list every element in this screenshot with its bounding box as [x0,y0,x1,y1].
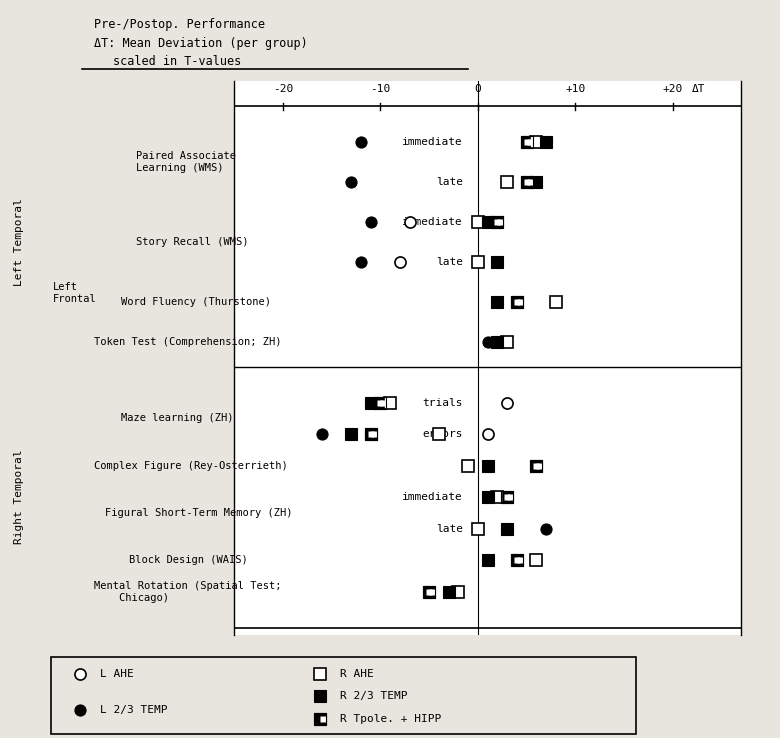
Text: Left Temporal: Left Temporal [15,198,24,286]
Text: -20: -20 [273,83,292,94]
Text: Complex Figure (Rey-Osterrieth): Complex Figure (Rey-Osterrieth) [94,461,287,471]
Text: R AHE: R AHE [340,669,374,679]
Text: late: late [436,524,463,534]
Text: Pre-/Postop. Performance: Pre-/Postop. Performance [94,18,264,32]
Text: L AHE: L AHE [101,669,134,679]
Text: Right Temporal: Right Temporal [15,450,24,545]
Text: immediate: immediate [402,217,463,227]
Text: Maze learning (ZH): Maze learning (ZH) [121,413,233,424]
Text: Token Test (Comprehension; ZH): Token Test (Comprehension; ZH) [94,337,281,347]
Text: R 2/3 TEMP: R 2/3 TEMP [340,691,408,700]
Text: scaled in T-values: scaled in T-values [113,55,241,69]
Text: L 2/3 TEMP: L 2/3 TEMP [101,705,168,714]
Text: trials: trials [423,398,463,407]
Text: late: late [436,177,463,187]
Text: Block Design (WAIS): Block Design (WAIS) [129,555,247,565]
Text: +10: +10 [566,83,585,94]
Text: +20: +20 [663,83,682,94]
Text: R Tpole. + HIPP: R Tpole. + HIPP [340,714,441,724]
Text: immediate: immediate [402,137,463,147]
Text: immediate: immediate [402,492,463,502]
Text: late: late [436,257,463,267]
Text: errors: errors [423,429,463,439]
Text: Story Recall (WMS): Story Recall (WMS) [136,237,249,247]
Text: ΔT: ΔT [693,83,706,94]
Text: Figural Short-Term Memory (ZH): Figural Short-Term Memory (ZH) [105,508,292,518]
Text: Left
Frontal: Left Frontal [53,282,97,304]
Text: Mental Rotation (Spatial Test;
    Chicago): Mental Rotation (Spatial Test; Chicago) [94,581,281,603]
Text: ΔT: Mean Deviation (per group): ΔT: Mean Deviation (per group) [94,37,307,50]
Text: 0: 0 [474,83,481,94]
Text: -10: -10 [370,83,390,94]
Text: Word Fluency (Thurstone): Word Fluency (Thurstone) [121,297,271,307]
Text: Paired Associate
Learning (WMS): Paired Associate Learning (WMS) [136,151,236,173]
